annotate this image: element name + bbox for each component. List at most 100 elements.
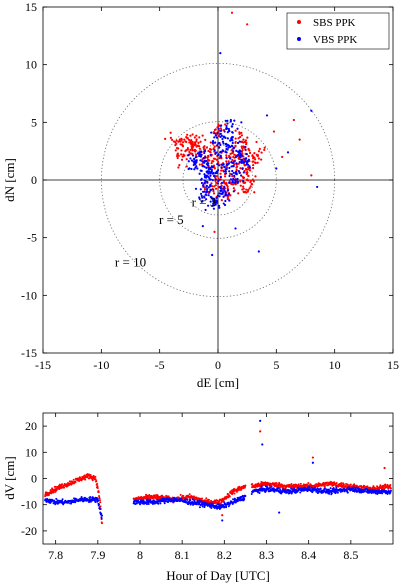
- data-point: [219, 129, 223, 132]
- data-point: [233, 153, 236, 156]
- data-point: [223, 175, 227, 178]
- data-point: [231, 183, 235, 186]
- data-point: [213, 136, 216, 139]
- data-point: [203, 179, 206, 182]
- data-point: [253, 161, 257, 164]
- data-point: [224, 142, 228, 145]
- data-point: [184, 150, 187, 153]
- vertical-plot-x-axis-label: Hour of Day [UTC]: [166, 568, 270, 583]
- data-point: [286, 491, 289, 494]
- data-point: [226, 137, 230, 140]
- data-point: [272, 487, 275, 490]
- data-point: [50, 500, 53, 503]
- data-point: [242, 145, 245, 148]
- data-point: [138, 503, 141, 506]
- data-point: [372, 485, 375, 488]
- data-point: [277, 487, 280, 490]
- y-tick-label: 20: [25, 419, 37, 433]
- data-point: [215, 171, 219, 175]
- data-point: [54, 485, 57, 488]
- data-point: [248, 151, 252, 155]
- data-point: [199, 150, 203, 153]
- x-tick-label: 8.3: [259, 548, 274, 562]
- data-point: [223, 130, 226, 133]
- data-point: [270, 485, 273, 488]
- data-point: [161, 497, 164, 500]
- data-point: [212, 207, 216, 210]
- data-point: [98, 503, 101, 506]
- data-point: [345, 482, 348, 485]
- data-point: [230, 173, 233, 176]
- data-point: [208, 178, 211, 181]
- data-point: [52, 491, 55, 494]
- data-point: [193, 149, 196, 152]
- data-point: [245, 153, 248, 156]
- data-point: [226, 131, 229, 134]
- data-point: [212, 188, 215, 191]
- data-point: [240, 174, 243, 177]
- data-point: [219, 154, 222, 157]
- data-point: [244, 495, 247, 498]
- x-tick-label: 15: [387, 358, 399, 372]
- data-point: [237, 192, 240, 195]
- data-point: [239, 180, 242, 183]
- data-point: [290, 492, 293, 495]
- data-point: [177, 166, 180, 169]
- data-point: [257, 491, 260, 494]
- data-point: [212, 192, 216, 195]
- data-point: [227, 163, 230, 166]
- data-point: [202, 161, 205, 164]
- data-point: [195, 140, 198, 143]
- data-point: [209, 172, 212, 175]
- data-point: [243, 164, 246, 167]
- data-point: [205, 146, 209, 149]
- data-point: [227, 146, 230, 149]
- data-point: [219, 124, 222, 127]
- data-point: [238, 160, 241, 164]
- data-point: [236, 141, 240, 145]
- data-point: [234, 140, 237, 144]
- data-point: [95, 479, 98, 482]
- data-point: [206, 204, 210, 207]
- y-tick-label: -5: [27, 231, 37, 245]
- data-point: [231, 175, 234, 178]
- data-point: [226, 196, 229, 199]
- data-point: [355, 486, 358, 489]
- data-point: [213, 149, 216, 152]
- data-point: [207, 498, 210, 501]
- data-point: [233, 174, 236, 177]
- data-point: [239, 150, 242, 153]
- data-point: [191, 498, 194, 501]
- horizontal-error-scatter-plot: r = 3 r = 5 r = 10 -15 -10 -5 0 5 10 15 -15 -10 -5…: [2, 0, 399, 390]
- data-point: [191, 149, 194, 152]
- data-point: [222, 187, 225, 190]
- data-point: [389, 487, 392, 490]
- data-point: [222, 163, 225, 166]
- data-point: [207, 172, 210, 175]
- data-point: [241, 167, 244, 171]
- data-point: [213, 174, 216, 177]
- data-point: [218, 206, 221, 209]
- data-point: [224, 172, 227, 175]
- data-point: [227, 160, 230, 163]
- data-point: [208, 147, 212, 151]
- data-point: [195, 145, 198, 148]
- data-point: [216, 168, 220, 172]
- data-point: [230, 125, 233, 128]
- horizontal-plot-series: [164, 11, 319, 257]
- data-point: [240, 161, 243, 164]
- data-point: [173, 496, 176, 499]
- data-point: [204, 138, 207, 142]
- data-point: [221, 514, 224, 517]
- data-point: [307, 482, 310, 485]
- data-point: [234, 155, 238, 159]
- data-point: [363, 490, 366, 493]
- data-point: [242, 138, 245, 141]
- data-point: [346, 483, 349, 486]
- x-tick-label: 8.1: [175, 548, 190, 562]
- data-point: [191, 133, 194, 136]
- data-point: [198, 506, 201, 509]
- data-point: [342, 483, 345, 486]
- data-point: [254, 175, 257, 178]
- data-point: [194, 187, 198, 190]
